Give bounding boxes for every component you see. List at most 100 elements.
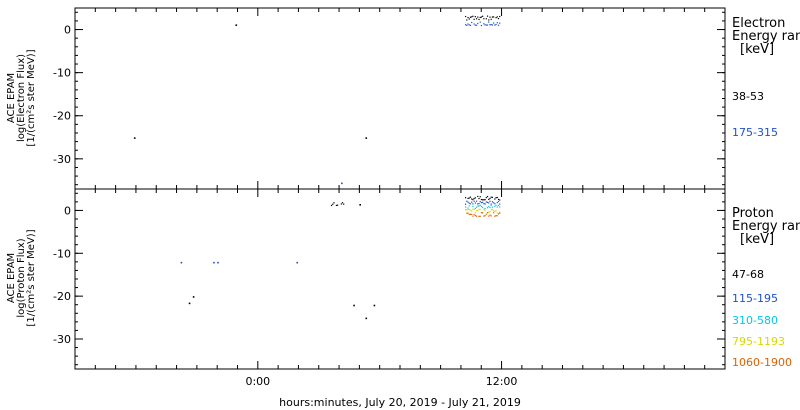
proton-data-point [491,196,494,199]
electron-data-point [480,24,483,27]
proton-data-point [488,198,490,200]
proton-data-point [469,196,472,198]
proton-data-point [494,203,496,205]
proton-data-point [468,213,470,216]
proton-data-point [488,215,490,217]
proton-data-point [472,208,474,210]
proton-y-tick-label: -10 [53,247,71,260]
proton-data-point [468,202,470,204]
proton-data-point [337,204,339,206]
proton-data-point [497,198,500,200]
x-tick-label: 0:00 [245,375,270,388]
proton-data-point [359,204,361,206]
proton-data-point [467,197,469,200]
proton-y-tick-label: -20 [53,290,71,303]
proton-data-point [469,209,472,211]
proton-data-point [343,203,345,205]
electron-data-point [490,24,492,26]
proton-data-point [478,205,480,207]
proton-data-point [333,202,335,204]
proton-data-point [496,196,498,199]
proton-data-point [480,198,483,201]
proton-data-point [469,213,472,215]
proton-data-point [488,202,490,204]
proton-data-point [353,304,355,307]
proton-data-point [497,204,500,207]
proton-data-point [479,208,481,211]
proton-data-point [493,210,495,212]
proton-data-point [486,207,489,209]
proton-legend-entry-2: 115-195 [732,292,778,305]
electron-data-point [475,24,478,26]
electron-data-point [488,21,490,23]
proton-data-point [490,196,492,198]
proton-data-point [467,201,469,203]
electron-data-point [478,18,480,21]
electron-data-point [496,22,498,24]
proton-data-point [482,212,484,214]
proton-data-point [480,212,483,214]
proton-data-point [478,215,480,217]
proton-data-point [472,199,474,201]
proton-data-point [499,212,501,214]
proton-data-point [483,203,485,205]
electron-data-point [483,18,485,20]
proton-series [180,195,501,320]
electron-data-point [489,16,491,18]
proton-legend-entry-3: 310-580 [732,314,778,327]
electron-data-point [474,16,476,18]
proton-data-point [467,212,469,214]
electron-data-point [497,24,500,26]
proton-data-point [494,210,496,212]
proton-data-point [490,208,492,211]
proton-data-point [474,202,476,204]
proton-data-point [466,200,468,202]
proton-data-point [497,200,500,203]
electron-data-point [485,24,487,26]
proton-data-point [483,199,485,201]
electron-data-point [468,24,470,26]
proton-data-point [488,211,490,213]
proton-ylabel-line-2: log(Proton Flux) [16,238,27,317]
proton-data-point [484,199,486,201]
electron-data-point [473,23,475,25]
electron-data-point [465,24,467,26]
proton-data-point [496,202,498,204]
proton-data-point [496,212,498,214]
proton-data-point [478,202,480,205]
proton-data-point [475,215,478,217]
electron-y-tick-label: -20 [53,110,71,123]
proton-ylabel-line-1: ACE EPAM [6,253,17,303]
electron-data-point [469,24,472,27]
electron-data-point [473,18,475,20]
electron-data-point [491,24,494,26]
electron-data-point [485,18,487,20]
proton-data-point [489,197,491,200]
proton-data-point [485,201,487,203]
proton-data-point [494,198,496,200]
proton-data-point [465,209,467,211]
proton-data-point [465,197,467,199]
electron-data-point [471,16,473,18]
proton-data-point [192,296,195,298]
electron-legend: Electron Energy range [keV] 38-53 175-31… [732,16,800,139]
proton-legend: Proton Energy range [keV] 47-68 115-195 … [732,206,800,369]
proton-data-point [341,202,344,204]
electron-data-point [465,15,467,18]
proton-data-point [332,203,334,205]
electron-data-point [496,16,498,18]
proton-data-point [471,210,473,212]
proton-data-point [493,212,495,214]
proton-data-point [365,317,368,320]
proton-data-point [483,208,485,210]
proton-data-point [494,215,496,217]
electron-data-point [493,16,495,18]
proton-data-point [475,206,478,208]
proton-data-point [477,209,479,212]
proton-data-point [472,205,474,208]
electron-data-point [483,23,485,25]
proton-data-point [479,215,481,217]
proton-data-point [188,302,191,305]
proton-data-point [466,209,468,211]
proton-data-point [499,211,501,213]
